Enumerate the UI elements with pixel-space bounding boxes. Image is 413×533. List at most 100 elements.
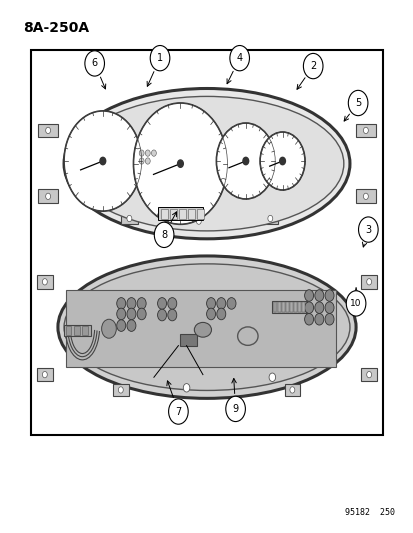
- Bar: [196, 209, 204, 219]
- Circle shape: [42, 279, 47, 285]
- Circle shape: [366, 372, 371, 378]
- Bar: [31, 50, 382, 435]
- Bar: [38, 190, 58, 203]
- Text: 5: 5: [354, 98, 361, 108]
- Bar: [180, 334, 196, 345]
- Circle shape: [139, 158, 144, 164]
- Circle shape: [42, 372, 47, 378]
- Text: 6: 6: [91, 59, 97, 68]
- Circle shape: [304, 302, 313, 313]
- Circle shape: [157, 309, 166, 321]
- Circle shape: [363, 193, 368, 199]
- Text: 4: 4: [236, 53, 242, 63]
- Circle shape: [259, 132, 304, 190]
- Bar: [272, 301, 306, 313]
- Bar: [297, 302, 300, 312]
- Circle shape: [324, 302, 333, 313]
- Circle shape: [127, 297, 135, 309]
- Circle shape: [268, 373, 275, 382]
- Circle shape: [314, 302, 323, 313]
- Circle shape: [64, 111, 141, 211]
- Bar: [158, 207, 202, 220]
- Text: 9: 9: [232, 404, 238, 414]
- Circle shape: [206, 308, 215, 320]
- Circle shape: [216, 308, 225, 320]
- Circle shape: [303, 53, 322, 79]
- Bar: [277, 302, 280, 312]
- Circle shape: [363, 127, 368, 134]
- Circle shape: [225, 396, 245, 422]
- Bar: [66, 290, 335, 367]
- Bar: [66, 326, 71, 335]
- Bar: [169, 209, 177, 219]
- Ellipse shape: [64, 264, 349, 391]
- Bar: [82, 326, 88, 335]
- Ellipse shape: [58, 256, 355, 398]
- Circle shape: [324, 290, 333, 301]
- Text: 7: 7: [175, 407, 181, 417]
- Circle shape: [150, 45, 169, 71]
- Circle shape: [116, 297, 126, 309]
- Bar: [284, 384, 299, 395]
- Text: 1: 1: [157, 53, 163, 63]
- Circle shape: [177, 160, 183, 167]
- Bar: [74, 326, 79, 335]
- Circle shape: [137, 297, 146, 309]
- Circle shape: [183, 384, 190, 392]
- Bar: [261, 213, 278, 224]
- Circle shape: [145, 150, 150, 156]
- Text: 3: 3: [364, 224, 370, 235]
- Ellipse shape: [64, 88, 349, 239]
- Circle shape: [324, 313, 333, 325]
- Circle shape: [127, 308, 135, 320]
- Circle shape: [304, 290, 313, 301]
- Circle shape: [229, 45, 249, 71]
- Text: 10: 10: [349, 299, 361, 308]
- Circle shape: [154, 222, 173, 247]
- Circle shape: [127, 215, 131, 222]
- Bar: [37, 368, 53, 382]
- Circle shape: [314, 313, 323, 325]
- Bar: [273, 302, 276, 312]
- Ellipse shape: [194, 322, 211, 337]
- Circle shape: [116, 320, 126, 332]
- Bar: [293, 302, 296, 312]
- Bar: [188, 209, 195, 219]
- Circle shape: [45, 127, 50, 134]
- Circle shape: [304, 313, 313, 325]
- Bar: [355, 190, 375, 203]
- Circle shape: [116, 308, 126, 320]
- Circle shape: [45, 193, 50, 199]
- Bar: [285, 302, 288, 312]
- Ellipse shape: [70, 96, 343, 231]
- Bar: [121, 213, 137, 224]
- Bar: [113, 384, 128, 395]
- Bar: [360, 275, 376, 289]
- Circle shape: [167, 309, 176, 321]
- Circle shape: [345, 291, 365, 316]
- Circle shape: [226, 297, 235, 309]
- Text: 2: 2: [309, 61, 316, 71]
- Circle shape: [216, 297, 225, 309]
- Bar: [161, 209, 168, 219]
- Bar: [190, 215, 206, 227]
- Circle shape: [196, 218, 201, 224]
- Circle shape: [289, 387, 294, 393]
- Bar: [37, 275, 53, 289]
- Text: 8: 8: [161, 230, 167, 240]
- Circle shape: [314, 290, 323, 301]
- Circle shape: [167, 297, 176, 309]
- Circle shape: [139, 150, 144, 156]
- Circle shape: [133, 103, 227, 224]
- Bar: [355, 124, 375, 138]
- Circle shape: [366, 279, 371, 285]
- Bar: [64, 325, 90, 336]
- Circle shape: [151, 150, 156, 156]
- Bar: [178, 209, 186, 219]
- Circle shape: [347, 90, 367, 116]
- Circle shape: [118, 387, 123, 393]
- Circle shape: [100, 157, 105, 165]
- Circle shape: [85, 51, 104, 76]
- Bar: [38, 124, 58, 138]
- Bar: [301, 302, 304, 312]
